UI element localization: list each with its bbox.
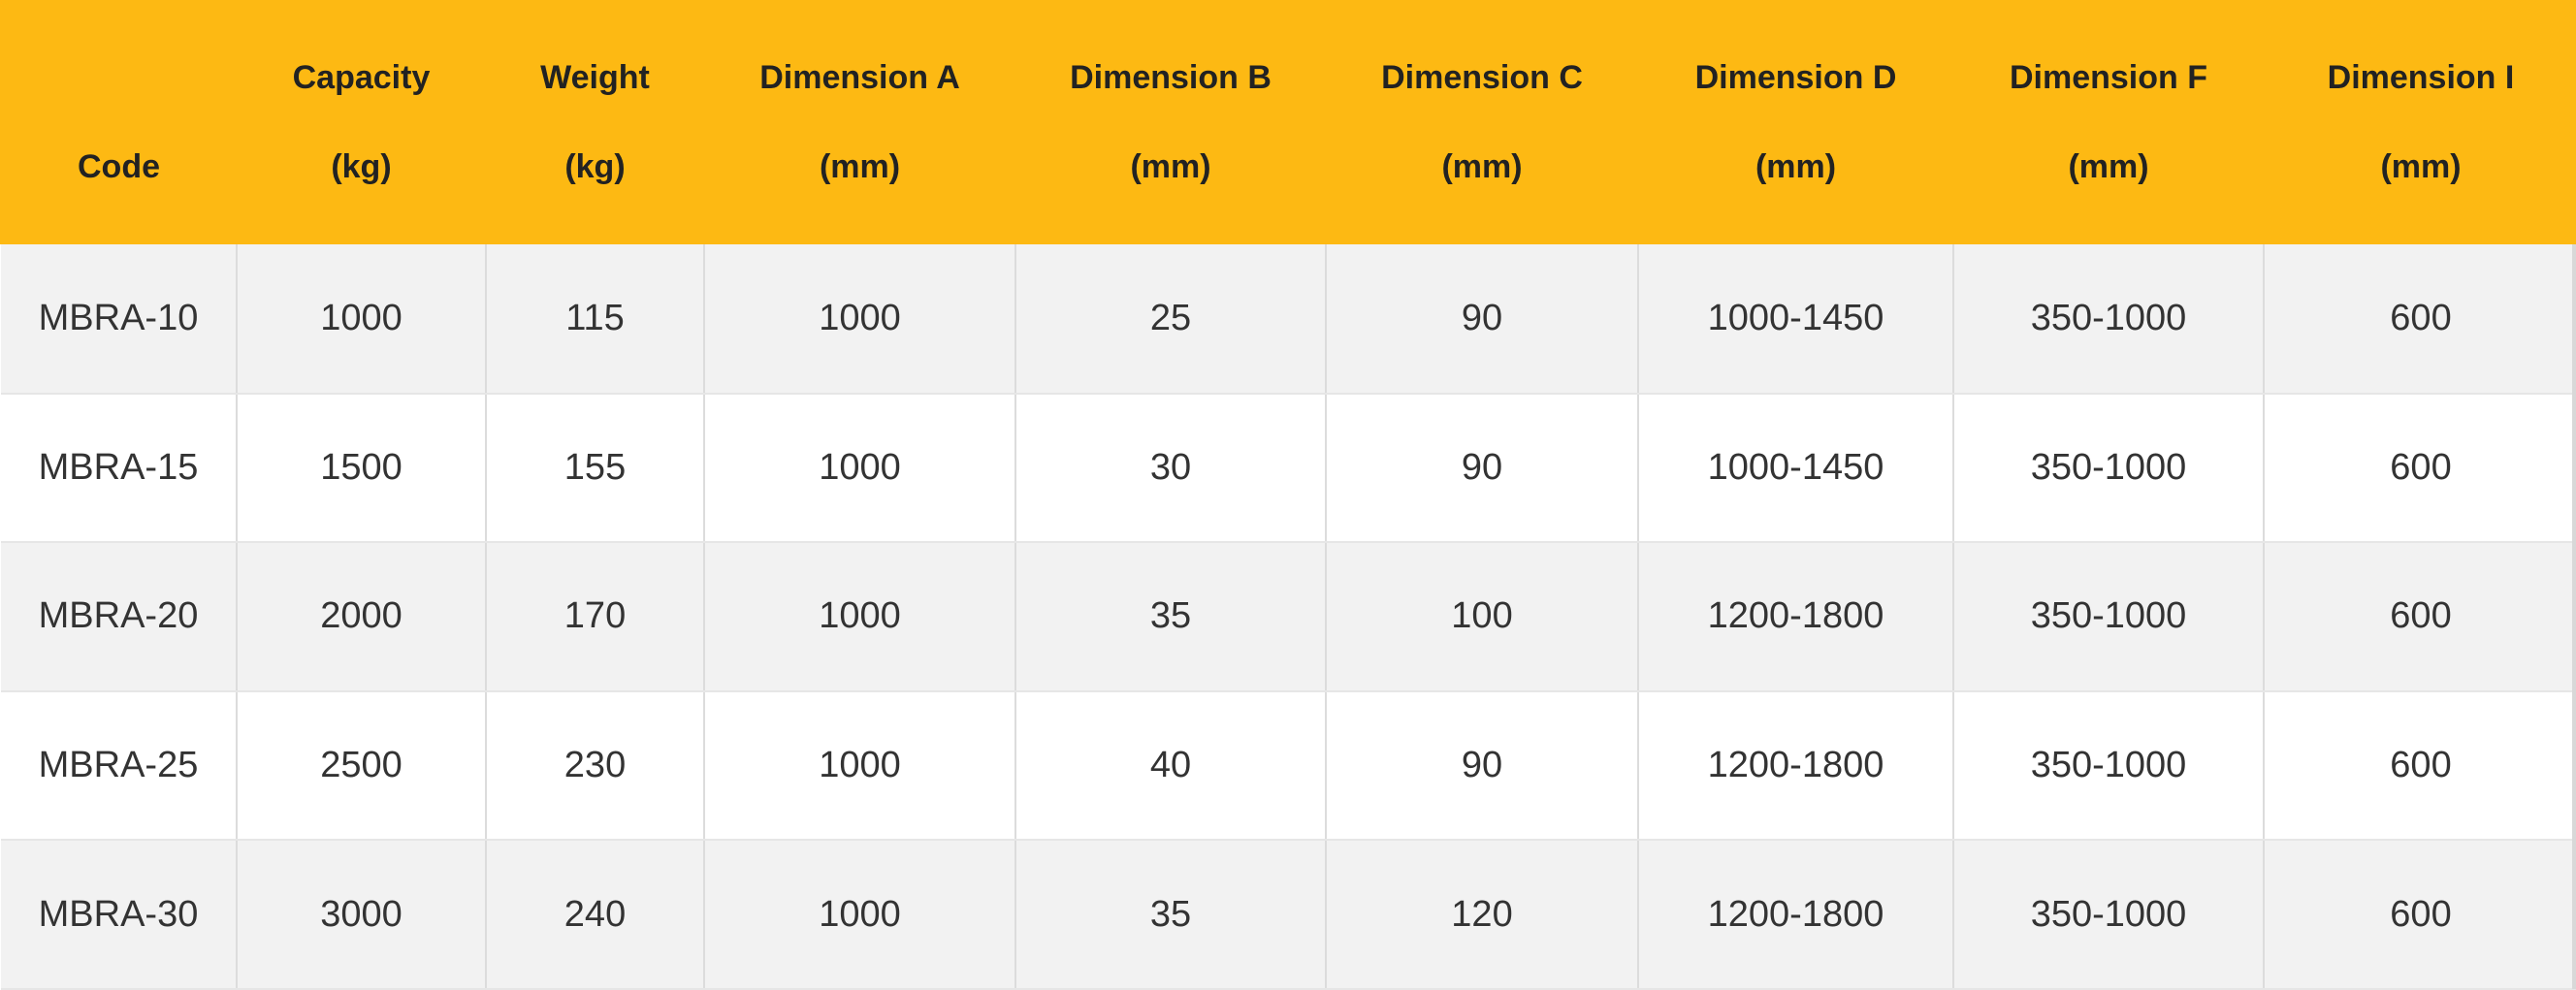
table-cell: 2500 xyxy=(236,690,486,842)
table-cell: 1200-1800 xyxy=(1637,840,1953,990)
table-cell: 100 xyxy=(1325,542,1638,692)
table-cell: 30 xyxy=(1014,393,1326,544)
table-cell: 600 xyxy=(2263,690,2576,842)
column-header-dimension-c: Dimension C (mm) xyxy=(1325,0,1638,244)
table-cell: 170 xyxy=(485,542,704,692)
table-row: MBRA-20 2000 170 1000 35 100 1200-1800 3… xyxy=(1,542,2576,692)
column-header-dimension-f: Dimension F (mm) xyxy=(1952,0,2264,244)
table-cell: 1000 xyxy=(703,542,1015,692)
table-cell: 1200-1800 xyxy=(1637,690,1953,842)
column-header-label: Code xyxy=(78,148,160,185)
table-cell: 1000 xyxy=(703,244,1015,395)
column-header-label: Dimension C xyxy=(1381,59,1583,96)
table-cell: 350-1000 xyxy=(1952,244,2264,395)
table-cell-code: MBRA-25 xyxy=(1,690,237,842)
table-cell: 240 xyxy=(485,840,704,990)
column-header-unit: (mm) xyxy=(1755,148,1837,185)
table-cell: 90 xyxy=(1325,244,1638,395)
column-header-unit: (mm) xyxy=(819,148,901,185)
table-row: MBRA-30 3000 240 1000 35 120 1200-1800 3… xyxy=(1,840,2576,990)
table-cell: 350-1000 xyxy=(1952,690,2264,842)
column-header-unit: (kg) xyxy=(564,148,626,185)
column-header-dimension-i: Dimension I (mm) xyxy=(2263,0,2576,244)
column-header-label: Dimension I xyxy=(2327,59,2515,96)
table-cell: 155 xyxy=(485,393,704,544)
table-body: MBRA-10 1000 115 1000 25 90 1000-1450 35… xyxy=(1,244,2576,990)
table-cell-code: MBRA-20 xyxy=(1,542,237,692)
column-header-unit: (mm) xyxy=(2380,148,2462,185)
table-cell: 1500 xyxy=(236,393,486,544)
column-header-label: Dimension D xyxy=(1694,59,1897,96)
column-header-unit: (mm) xyxy=(2068,148,2149,185)
column-header-dimension-a: Dimension A (mm) xyxy=(703,0,1015,244)
table-cell-code: MBRA-15 xyxy=(1,393,237,544)
table-cell: 120 xyxy=(1325,840,1638,990)
table-cell: 350-1000 xyxy=(1952,393,2264,544)
table-cell: 115 xyxy=(485,244,704,395)
table-cell: 350-1000 xyxy=(1952,840,2264,990)
table-cell: 35 xyxy=(1014,840,1326,990)
table-cell: 3000 xyxy=(236,840,486,990)
table-cell: 90 xyxy=(1325,690,1638,842)
column-header-unit: (mm) xyxy=(1130,148,1211,185)
column-header-label: Dimension A xyxy=(759,59,960,96)
column-header-unit: (kg) xyxy=(331,148,392,185)
table-cell: 600 xyxy=(2263,542,2576,692)
table-cell: 1000 xyxy=(236,244,486,395)
column-header-label: Weight xyxy=(540,59,650,96)
column-header-label: Dimension F xyxy=(2009,59,2208,96)
table-right-border xyxy=(2572,244,2576,989)
column-header-capacity: Capacity (kg) xyxy=(236,0,486,244)
table-cell: 230 xyxy=(485,690,704,842)
table-row: MBRA-10 1000 115 1000 25 90 1000-1450 35… xyxy=(1,244,2576,395)
table-cell-code: MBRA-10 xyxy=(1,244,237,395)
table-cell: 1000-1450 xyxy=(1637,393,1953,544)
column-header-label: Capacity xyxy=(292,59,431,96)
table-cell: 25 xyxy=(1014,244,1326,395)
column-header-dimension-d: Dimension D (mm) xyxy=(1637,0,1953,244)
column-header-label: Dimension B xyxy=(1070,59,1272,96)
column-header-code: Code xyxy=(0,0,237,244)
table-header: Code Capacity (kg) Weight (kg) Dimension… xyxy=(0,0,2576,244)
table-cell: 40 xyxy=(1014,690,1326,842)
table-cell-code: MBRA-30 xyxy=(1,840,237,990)
table-cell: 1000 xyxy=(703,690,1015,842)
table-cell: 1000 xyxy=(703,393,1015,544)
column-header-unit: (mm) xyxy=(1441,148,1523,185)
column-header-weight: Weight (kg) xyxy=(485,0,704,244)
table-cell: 2000 xyxy=(236,542,486,692)
table-cell: 35 xyxy=(1014,542,1326,692)
header-row: Code Capacity (kg) Weight (kg) Dimension… xyxy=(0,0,2576,244)
table-row: MBRA-15 1500 155 1000 30 90 1000-1450 35… xyxy=(1,393,2576,544)
table-cell: 1000-1450 xyxy=(1637,244,1953,395)
table-cell: 600 xyxy=(2263,393,2576,544)
table-row: MBRA-25 2500 230 1000 40 90 1200-1800 35… xyxy=(1,690,2576,842)
table-cell: 1000 xyxy=(703,840,1015,990)
table-cell: 350-1000 xyxy=(1952,542,2264,692)
table-cell: 600 xyxy=(2263,244,2576,395)
table-cell: 1200-1800 xyxy=(1637,542,1953,692)
table-cell: 90 xyxy=(1325,393,1638,544)
table-cell: 600 xyxy=(2263,840,2576,990)
column-header-dimension-b: Dimension B (mm) xyxy=(1014,0,1326,244)
